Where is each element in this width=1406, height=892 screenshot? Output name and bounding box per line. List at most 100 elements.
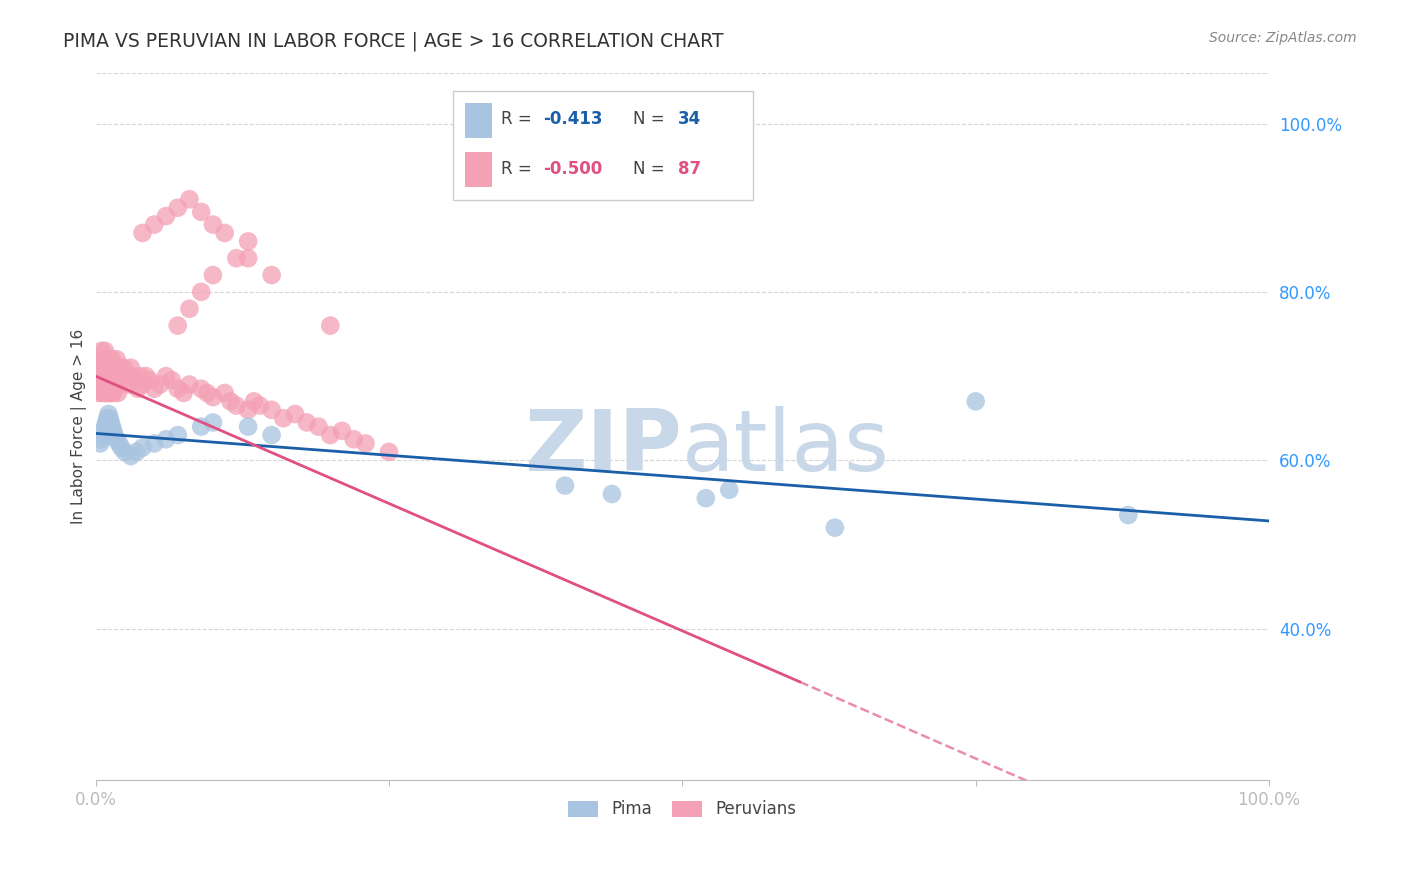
Point: [195, 386, 218, 401]
Point: [94, 352, 117, 367]
Point: [93, 377, 115, 392]
Point: [110, 441, 132, 455]
Point: [129, 369, 152, 384]
Point: [225, 251, 247, 265]
Point: [110, 369, 132, 384]
Y-axis label: In Labor Force | Age > 16: In Labor Force | Age > 16: [72, 329, 87, 524]
Point: [236, 419, 259, 434]
Point: [260, 402, 283, 417]
Point: [131, 441, 153, 455]
Point: [90, 360, 112, 375]
Point: [179, 377, 201, 392]
Point: [554, 478, 576, 492]
Point: [214, 386, 236, 401]
Point: [166, 382, 188, 396]
Point: [120, 360, 142, 375]
Point: [104, 369, 127, 384]
Point: [90, 432, 112, 446]
Point: [96, 411, 118, 425]
Point: [105, 432, 128, 446]
Point: [166, 201, 188, 215]
Point: [131, 377, 153, 392]
Point: [91, 369, 114, 384]
Point: [94, 352, 117, 367]
Point: [114, 445, 136, 459]
Point: [260, 428, 283, 442]
Point: [101, 424, 124, 438]
Point: [695, 491, 717, 506]
Point: [90, 343, 112, 358]
Point: [93, 424, 115, 438]
Point: [308, 419, 330, 434]
Point: [600, 487, 623, 501]
Point: [101, 352, 124, 367]
Point: [100, 369, 122, 384]
Point: [96, 369, 118, 384]
Text: Source: ZipAtlas.com: Source: ZipAtlas.com: [1209, 31, 1357, 45]
Point: [89, 369, 111, 384]
Point: [87, 386, 110, 401]
Point: [236, 235, 259, 249]
Point: [214, 226, 236, 240]
Point: [138, 373, 160, 387]
Point: [101, 386, 124, 401]
Point: [190, 205, 212, 219]
Point: [179, 301, 201, 316]
Point: [97, 386, 120, 401]
Point: [96, 352, 118, 367]
Point: [108, 436, 131, 450]
Point: [225, 399, 247, 413]
Point: [94, 343, 117, 358]
Point: [190, 382, 212, 396]
Point: [1116, 508, 1139, 522]
Point: [103, 428, 125, 442]
Point: [117, 377, 139, 392]
Point: [112, 360, 135, 375]
Point: [107, 386, 129, 401]
Point: [124, 373, 146, 387]
Point: [108, 377, 131, 392]
Point: [98, 352, 121, 367]
Point: [378, 445, 401, 459]
Legend: Pima, Peruvians: Pima, Peruvians: [561, 794, 803, 825]
Point: [155, 209, 177, 223]
Point: [201, 268, 224, 282]
Point: [98, 377, 121, 392]
Point: [155, 432, 177, 446]
Point: [100, 386, 122, 401]
Point: [319, 318, 342, 333]
Point: [103, 360, 125, 375]
Point: [965, 394, 987, 409]
Point: [90, 352, 112, 367]
Point: [94, 386, 117, 401]
Point: [219, 394, 242, 409]
Point: [284, 407, 307, 421]
Point: [190, 285, 212, 299]
Point: [319, 428, 342, 442]
Point: [98, 411, 121, 425]
Point: [135, 369, 157, 384]
Point: [179, 192, 201, 206]
Point: [94, 416, 117, 430]
Point: [201, 218, 224, 232]
Point: [97, 407, 120, 421]
Point: [273, 411, 295, 425]
Text: atlas: atlas: [682, 407, 890, 490]
Point: [718, 483, 741, 497]
Point: [131, 226, 153, 240]
Point: [173, 386, 195, 401]
Point: [295, 416, 318, 430]
Point: [260, 268, 283, 282]
Point: [249, 399, 271, 413]
Point: [101, 419, 124, 434]
Point: [143, 436, 166, 450]
Point: [166, 428, 188, 442]
Text: PIMA VS PERUVIAN IN LABOR FORCE | AGE > 16 CORRELATION CHART: PIMA VS PERUVIAN IN LABOR FORCE | AGE > …: [63, 31, 724, 51]
Point: [91, 386, 114, 401]
Point: [330, 424, 353, 438]
Point: [100, 416, 122, 430]
Point: [236, 402, 259, 417]
Point: [201, 416, 224, 430]
Point: [94, 369, 117, 384]
Point: [115, 369, 138, 384]
